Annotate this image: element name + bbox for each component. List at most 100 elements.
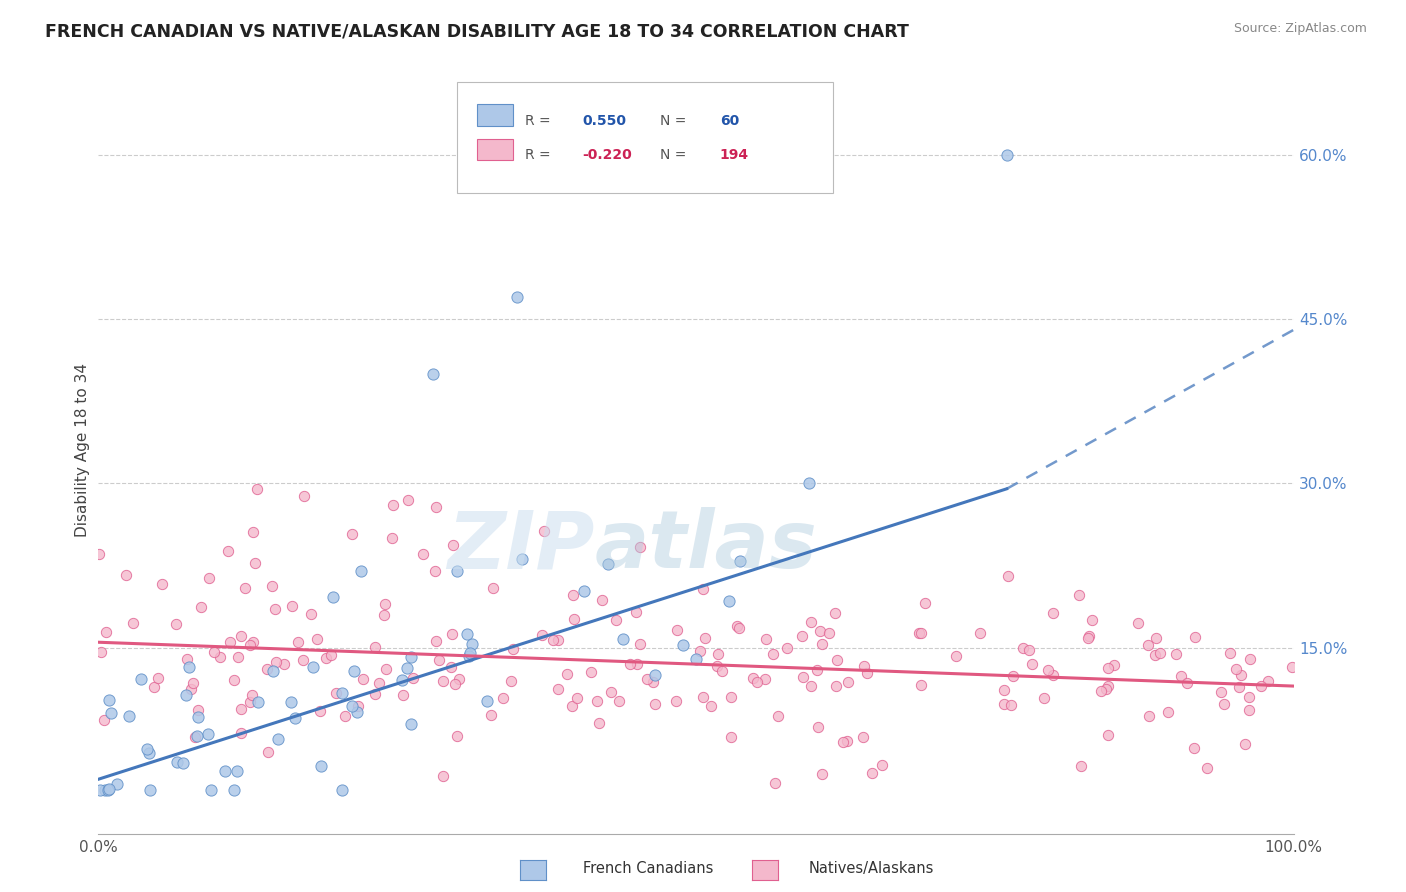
Point: [728, 621, 751, 635]
Point: [1097, 727, 1119, 741]
Point: [425, 634, 447, 648]
Point: [350, 564, 373, 578]
Point: [281, 599, 304, 613]
Point: [1102, 657, 1125, 672]
Point: [475, 694, 498, 708]
Point: [718, 594, 741, 608]
Point: [800, 679, 823, 693]
Point: [184, 731, 207, 745]
Point: [728, 554, 751, 568]
Point: [1213, 697, 1236, 711]
Point: [456, 627, 478, 641]
Point: [591, 592, 613, 607]
Point: [742, 671, 765, 685]
Point: [197, 727, 219, 741]
Point: [429, 653, 451, 667]
Point: [997, 568, 1019, 582]
Point: [174, 688, 197, 702]
Point: [107, 777, 129, 791]
Point: [129, 672, 152, 686]
Point: [1033, 691, 1056, 706]
Point: [808, 624, 831, 638]
Point: [94, 783, 117, 797]
Text: French Canadians: French Canadians: [583, 862, 714, 876]
Point: [1234, 737, 1257, 751]
Point: [1157, 706, 1180, 720]
Point: [322, 590, 344, 604]
Point: [852, 659, 875, 673]
Point: [644, 697, 666, 711]
Point: [561, 588, 583, 602]
Point: [217, 544, 239, 558]
Point: [401, 717, 423, 731]
Point: [262, 579, 284, 593]
Point: [910, 626, 932, 640]
Point: [115, 568, 138, 582]
Point: [547, 632, 569, 647]
Text: N =: N =: [661, 148, 690, 162]
Point: [94, 625, 117, 640]
Point: [425, 564, 447, 578]
Point: [449, 672, 471, 686]
Point: [180, 681, 202, 696]
Point: [190, 600, 212, 615]
Point: [766, 709, 789, 723]
Point: [831, 735, 853, 749]
Point: [225, 764, 247, 778]
Point: [186, 730, 208, 744]
Point: [755, 632, 778, 646]
Point: [565, 691, 588, 706]
Point: [700, 699, 723, 714]
Point: [381, 531, 404, 545]
Point: [97, 783, 120, 797]
Point: [851, 730, 873, 744]
Point: [266, 731, 288, 746]
Point: [1000, 698, 1022, 712]
Point: [187, 710, 209, 724]
Point: [181, 676, 204, 690]
Point: [176, 651, 198, 665]
Point: [1069, 588, 1091, 602]
Point: [187, 703, 209, 717]
Point: [98, 693, 121, 707]
Point: [533, 524, 555, 538]
Point: [1237, 703, 1260, 717]
Point: [292, 489, 315, 503]
Point: [914, 596, 936, 610]
Point: [572, 584, 595, 599]
Point: [588, 715, 610, 730]
Point: [643, 675, 665, 690]
Point: [93, 713, 115, 727]
Point: [432, 674, 454, 689]
Point: [242, 635, 264, 649]
Point: [374, 662, 396, 676]
Point: [1036, 663, 1059, 677]
Point: [799, 476, 821, 491]
Point: [825, 653, 848, 667]
Point: [636, 672, 658, 686]
Point: [531, 628, 554, 642]
Point: [1144, 631, 1167, 645]
Point: [860, 765, 883, 780]
Y-axis label: Disability Age 18 to 34: Disability Age 18 to 34: [75, 363, 90, 538]
Point: [208, 650, 231, 665]
Point: [291, 653, 314, 667]
Point: [222, 783, 245, 797]
FancyBboxPatch shape: [457, 82, 834, 194]
Point: [692, 690, 714, 704]
Point: [693, 632, 716, 646]
Point: [242, 688, 264, 702]
Point: [143, 681, 166, 695]
Point: [644, 668, 666, 682]
Point: [870, 757, 893, 772]
Point: [993, 683, 1015, 698]
Text: Natives/Alaskans: Natives/Alaskans: [808, 862, 934, 876]
Point: [995, 147, 1018, 161]
Point: [747, 674, 769, 689]
Text: ZIP: ZIP: [447, 508, 595, 585]
Point: [256, 745, 278, 759]
Point: [87, 547, 110, 561]
Point: [214, 764, 236, 778]
Point: [256, 662, 278, 676]
Point: [330, 686, 353, 700]
